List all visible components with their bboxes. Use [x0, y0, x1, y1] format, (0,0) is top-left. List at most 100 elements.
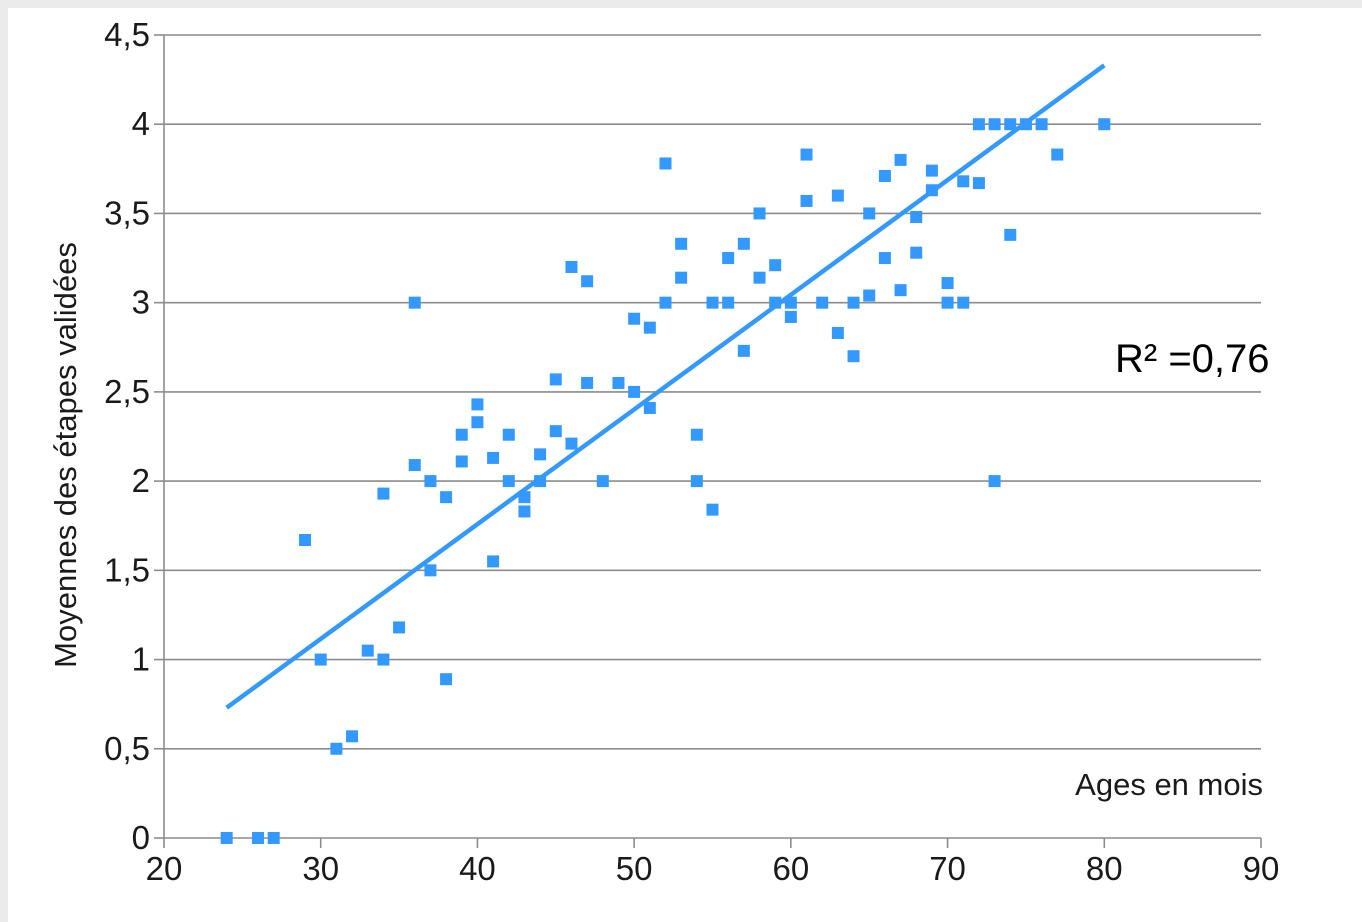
data-point: [769, 259, 782, 272]
data-point: [612, 376, 625, 389]
trendline-layer: [225, 63, 1106, 710]
data-point: [581, 376, 594, 389]
data-points: [220, 118, 1111, 844]
data-point: [831, 189, 844, 202]
data-point: [675, 271, 688, 284]
data-point: [377, 487, 390, 500]
data-point: [737, 237, 750, 250]
y-tick-label: 4: [132, 105, 150, 142]
data-point: [565, 260, 578, 273]
data-point: [628, 385, 641, 398]
x-tick-label: 80: [1086, 850, 1123, 887]
data-point: [330, 742, 343, 755]
data-point: [800, 148, 813, 161]
data-point: [737, 344, 750, 357]
gridlines: [164, 34, 1261, 750]
r-squared-annotation: R² =0,76: [1115, 337, 1270, 381]
data-point: [596, 475, 609, 488]
data-point: [471, 416, 484, 429]
y-tick-label: 0: [132, 819, 150, 856]
data-point: [346, 730, 359, 743]
data-point: [988, 475, 1001, 488]
data-point: [487, 451, 500, 464]
data-point: [722, 296, 735, 309]
data-point: [831, 327, 844, 340]
data-point: [534, 448, 547, 461]
x-tick-label: 50: [616, 850, 653, 887]
data-point: [502, 475, 515, 488]
data-point: [722, 252, 735, 265]
data-point: [1035, 118, 1048, 131]
data-point: [894, 284, 907, 297]
data-point: [455, 455, 468, 468]
y-axis-title: Moyennes des étapes validées: [48, 242, 83, 668]
axes: [154, 34, 1262, 848]
data-point: [659, 157, 672, 170]
data-point: [863, 207, 876, 220]
data-point: [424, 475, 437, 488]
data-point: [314, 653, 327, 666]
data-point: [628, 312, 641, 325]
y-tick-label: 0,5: [104, 730, 150, 767]
y-tick-label: 2,5: [104, 373, 150, 410]
chart-frame: [8, 8, 1362, 922]
y-tick-label: 1,5: [104, 551, 150, 588]
data-point: [565, 437, 578, 450]
data-point: [299, 533, 312, 546]
data-point: [455, 428, 468, 441]
data-point: [408, 459, 421, 472]
data-point: [972, 118, 985, 131]
x-axis-title: Ages en mois: [1075, 767, 1263, 802]
data-point: [941, 296, 954, 309]
data-point: [408, 296, 421, 309]
y-tick-label: 4,5: [104, 16, 150, 53]
data-point: [690, 428, 703, 441]
data-point: [393, 621, 406, 634]
data-point: [706, 296, 719, 309]
data-point: [377, 653, 390, 666]
data-point: [878, 169, 891, 182]
data-point: [220, 832, 233, 844]
data-point: [941, 277, 954, 290]
data-point: [847, 296, 860, 309]
data-point: [502, 428, 515, 441]
data-point: [706, 503, 719, 516]
data-point: [894, 153, 907, 166]
data-point: [690, 475, 703, 488]
data-point: [784, 310, 797, 323]
data-point: [910, 246, 923, 259]
data-point: [1051, 148, 1064, 161]
x-tick-label: 90: [1243, 850, 1280, 887]
data-point: [549, 425, 562, 438]
y-tick-label: 3: [132, 284, 150, 321]
y-tick-label: 2: [132, 462, 150, 499]
data-point: [581, 275, 594, 288]
data-point: [863, 289, 876, 302]
data-point: [847, 350, 860, 363]
data-point: [1098, 118, 1111, 131]
data-point: [972, 177, 985, 190]
data-point: [440, 491, 453, 504]
data-point: [675, 237, 688, 250]
x-tick-label: 60: [772, 850, 809, 887]
data-point: [267, 832, 280, 844]
data-point: [487, 555, 500, 568]
data-point: [925, 164, 938, 177]
data-point: [800, 194, 813, 207]
data-point: [643, 401, 656, 414]
data-point: [659, 296, 672, 309]
x-tick-label: 30: [302, 850, 339, 887]
data-point: [424, 564, 437, 577]
y-tick-label: 3,5: [104, 194, 150, 231]
data-point: [957, 175, 970, 188]
data-point: [361, 644, 374, 657]
data-point: [878, 252, 891, 265]
data-point: [518, 505, 531, 518]
data-point: [957, 296, 970, 309]
data-point: [643, 321, 656, 334]
y-tick-label: 1: [132, 641, 150, 678]
data-point: [753, 271, 766, 284]
data-point: [549, 373, 562, 386]
data-point: [252, 832, 265, 844]
